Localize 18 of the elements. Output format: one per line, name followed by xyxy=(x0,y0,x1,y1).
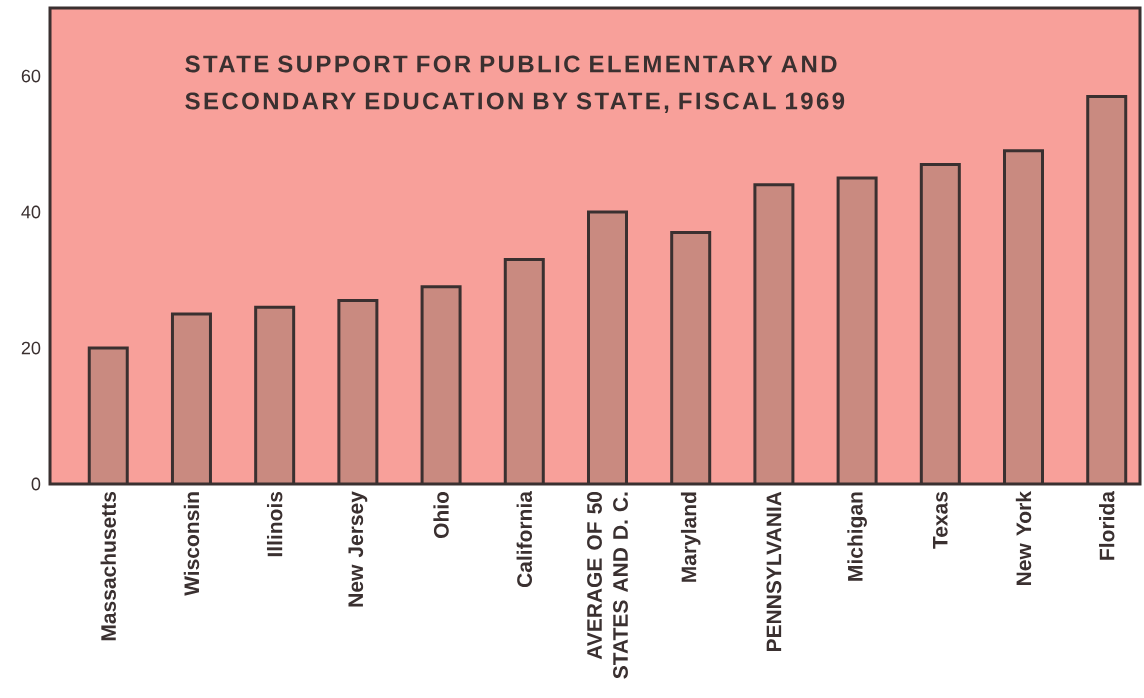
y-tick-label: 0 xyxy=(31,477,41,491)
x-tick-label: California xyxy=(516,490,533,588)
x-tick-label: New York xyxy=(1015,491,1032,585)
x-tick-label: PENNSYLVANIA xyxy=(766,491,782,652)
x-tick-label: Illinois xyxy=(266,491,283,557)
x-tick-label: Florida xyxy=(1099,490,1115,560)
x-tick-label: Maryland xyxy=(680,492,701,582)
y-tick-label: 20 xyxy=(21,341,41,355)
text: STATE SUPPORT FOR PUBLIC ELEMENTARY AND SECONDARY EDUCATION BY STATE, FISCAL 1969 xyxy=(185,55,845,113)
x-tick-label: New Jersey xyxy=(348,491,368,607)
x-tick-label: Michigan xyxy=(847,492,867,581)
y-tick-label: 40 xyxy=(21,205,41,219)
x-tick-label: Wisconsin xyxy=(183,492,200,596)
x-tick-label: Texas xyxy=(933,491,948,549)
x-tick-label: Massachusetts xyxy=(100,491,116,641)
x-tick-label: Ohio xyxy=(433,491,449,539)
y-tick-label: 60 xyxy=(21,69,41,83)
x-tick-label: AVERAGE OF 50 STATES AND D. C. xyxy=(587,491,628,679)
